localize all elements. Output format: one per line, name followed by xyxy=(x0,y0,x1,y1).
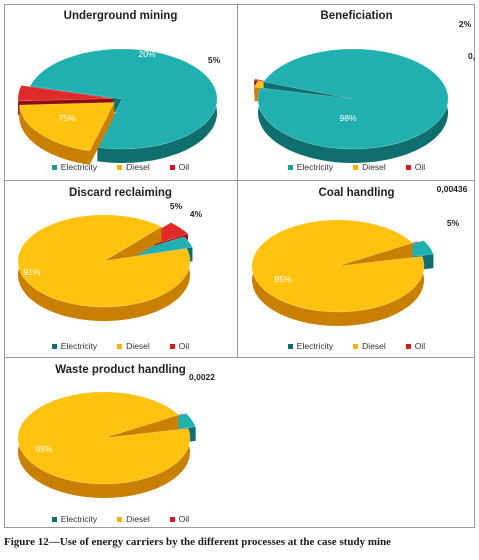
data-label-electricity: 4% xyxy=(190,209,203,219)
legend-item-oil: Oil xyxy=(169,341,190,351)
legend-label-diesel: Diesel xyxy=(362,162,386,172)
pie-chart-3d: 4% 91% 5% xyxy=(17,201,203,321)
legend-item-oil: Oil xyxy=(169,162,190,172)
legend-item-diesel: Diesel xyxy=(117,162,150,172)
data-label-electricity: 5% xyxy=(447,218,460,228)
chart-title: Waste product handling xyxy=(55,364,186,376)
chart-title: Underground mining xyxy=(63,10,178,22)
pie-slice-diesel xyxy=(17,391,191,498)
legend-item-electricity: Electricity xyxy=(51,162,98,172)
slice-top-diesel xyxy=(17,214,191,308)
pie-panel-5: Waste product handling 95% 0,0022 Electrici… xyxy=(4,358,237,528)
data-label-diesel: 2% xyxy=(459,19,472,29)
legend-marker-oil xyxy=(405,164,411,170)
grid-divider-vertical xyxy=(237,4,238,358)
legend-item-diesel: Diesel xyxy=(117,514,150,524)
legend-label-oil: Oil xyxy=(178,514,190,524)
pie-panel-2: Beneficiation 98% 2% 0,0002 Electricity Diese… xyxy=(238,4,475,180)
data-label-oil: 5% xyxy=(208,55,221,65)
legend-label-electricity: Electricity xyxy=(60,341,98,351)
legend-marker-electricity xyxy=(287,343,293,349)
legend-marker-oil xyxy=(169,516,175,522)
pie-chart-3d: 5% 95% 0,00436 xyxy=(251,184,468,326)
slice-top-oil xyxy=(17,85,114,102)
chart-legend: Electricity Diesel Oil xyxy=(238,341,475,351)
legend-item-diesel: Diesel xyxy=(353,341,386,351)
data-label-electricity: 75% xyxy=(58,113,75,123)
data-label-diesel: 20% xyxy=(138,49,155,59)
legend-label-oil: Oil xyxy=(414,162,426,172)
slice-side-diesel xyxy=(19,105,90,165)
pie-panel-4: Coal handling 5% 95% 0,00436 Electricity Dies… xyxy=(238,181,475,357)
grid-divider-row1 xyxy=(4,180,475,181)
data-label-oil: 0,0002 xyxy=(468,51,475,61)
pie-slice-diesel xyxy=(19,102,115,165)
legend-label-diesel: Diesel xyxy=(362,341,386,351)
legend-label-oil: Oil xyxy=(178,162,190,172)
slice-top-electricity xyxy=(29,48,218,150)
legend-item-electricity: Electricity xyxy=(51,514,98,524)
legend-marker-electricity xyxy=(51,164,57,170)
data-label-oil: 5% xyxy=(170,201,183,211)
legend-marker-diesel xyxy=(353,164,359,170)
data-label-electricity: 98% xyxy=(339,113,356,123)
data-label-diesel: 95% xyxy=(35,444,52,454)
legend-marker-diesel xyxy=(117,516,123,522)
slice-top-diesel xyxy=(251,219,425,313)
legend-marker-oil xyxy=(169,164,175,170)
pie-chart-3d: 95% 0,0022 xyxy=(17,372,215,498)
legend-item-oil: Oil xyxy=(169,514,190,524)
chart-legend: Electricity Diesel Oil xyxy=(4,514,237,524)
legend-marker-electricity xyxy=(51,343,57,349)
legend-label-electricity: Electricity xyxy=(60,514,98,524)
figure-frame xyxy=(4,4,475,528)
chart-legend: Electricity Diesel Oil xyxy=(4,341,237,351)
legend-item-oil: Oil xyxy=(405,341,426,351)
legend-label-oil: Oil xyxy=(414,341,426,351)
grid-divider-row2 xyxy=(4,357,475,358)
data-label-oil: 0,0022 xyxy=(189,372,215,382)
pie-slice-diesel xyxy=(17,214,191,321)
legend-label-diesel: Diesel xyxy=(126,341,150,351)
legend-label-oil: Oil xyxy=(178,341,190,351)
pie-chart-3d: 75% 20% 5% xyxy=(17,48,221,165)
legend-marker-electricity xyxy=(287,164,293,170)
legend-marker-diesel xyxy=(117,343,123,349)
legend-item-electricity: Electricity xyxy=(287,341,334,351)
legend-label-electricity: Electricity xyxy=(296,162,334,172)
chart-legend: Electricity Diesel Oil xyxy=(238,162,475,172)
pie-slice-electricity xyxy=(257,48,449,163)
pie-panel-3: Discard reclaiming 4% 91% 5% Electricity Dies… xyxy=(4,181,237,357)
chart-title: Coal handling xyxy=(318,187,395,199)
figure-caption: Figure 12—Use of energy carriers by the … xyxy=(4,536,392,548)
pie-chart-3d: 98% 2% 0,0002 xyxy=(253,19,475,163)
data-label-diesel: 91% xyxy=(23,267,40,277)
legend-item-diesel: Diesel xyxy=(353,162,386,172)
chart-title: Discard reclaiming xyxy=(69,187,172,199)
legend-label-electricity: Electricity xyxy=(296,341,334,351)
chart-title: Beneficiation xyxy=(320,10,393,22)
slice-top-electricity xyxy=(257,48,449,150)
legend-item-oil: Oil xyxy=(405,162,426,172)
legend-marker-oil xyxy=(169,343,175,349)
legend-item-diesel: Diesel xyxy=(117,341,150,351)
legend-label-diesel: Diesel xyxy=(126,162,150,172)
slice-top-diesel xyxy=(19,102,115,152)
legend-label-diesel: Diesel xyxy=(126,514,150,524)
legend-label-electricity: Electricity xyxy=(60,162,98,172)
legend-item-electricity: Electricity xyxy=(287,162,334,172)
slice-wall-diesel-0 xyxy=(89,102,115,165)
data-label-diesel: 95% xyxy=(274,274,291,284)
legend-marker-diesel xyxy=(117,164,123,170)
legend-item-electricity: Electricity xyxy=(51,341,98,351)
chart-legend: Electricity Diesel Oil xyxy=(4,162,237,172)
legend-marker-oil xyxy=(405,343,411,349)
legend-marker-diesel xyxy=(353,343,359,349)
data-label-oil: 0,00436 xyxy=(437,184,468,194)
pie-panel-1: Underground mining 75% 20% 5% Electricity Die… xyxy=(4,4,237,180)
legend-marker-electricity xyxy=(51,516,57,522)
slice-top-diesel xyxy=(17,391,191,485)
pie-slice-diesel xyxy=(251,219,425,326)
